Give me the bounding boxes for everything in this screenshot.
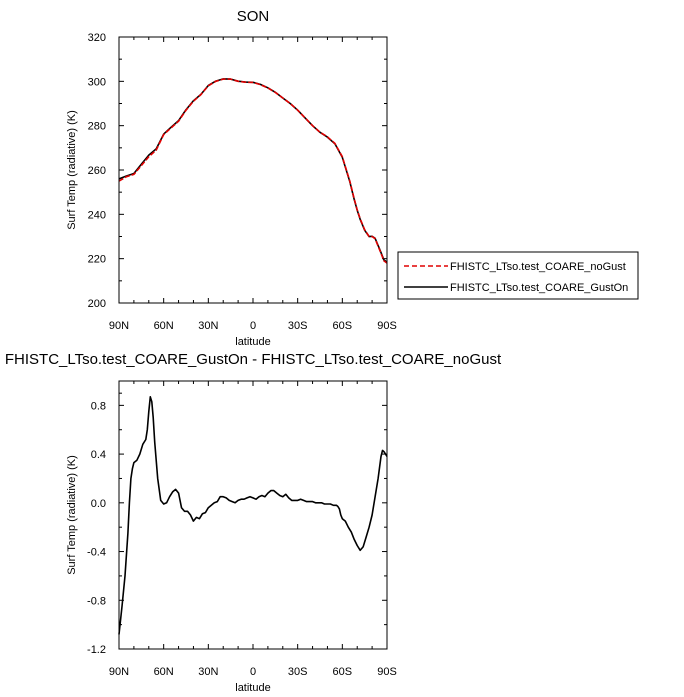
bottom-chart-plot-frame xyxy=(118,380,388,650)
top-chart-line-nogust xyxy=(118,78,388,264)
top-chart-y-tick-label: 320 xyxy=(88,32,106,44)
bottom-chart-y-tick-label: 0.0 xyxy=(91,498,106,510)
bottom-chart-x-tick-label: 60N xyxy=(154,666,174,678)
legend-label-guston: FHISTC_LTso.test_COARE_GustOn xyxy=(450,282,628,294)
bottom-chart-series xyxy=(118,395,388,635)
bottom-chart-x-tick-label: 0 xyxy=(250,666,256,678)
bottom-chart-x-tick-label: 90S xyxy=(377,666,397,678)
top-chart-x-tick-label: 90S xyxy=(377,320,397,332)
top-chart-x-tick-label: 90N xyxy=(109,320,129,332)
top-chart-title: SON xyxy=(237,8,270,25)
top-chart-y-tick-label: 280 xyxy=(88,121,106,133)
bottom-chart-title: FHISTC_LTso.test_COARE_GustOn - FHISTC_L… xyxy=(5,351,502,368)
bottom-chart-x-axis-label: latitude xyxy=(235,682,270,694)
legend: FHISTC_LTso.test_COARE_noGust FHISTC_LTs… xyxy=(397,251,639,300)
bottom-chart-line-guston xyxy=(118,395,388,635)
top-chart-y-tick-label: 300 xyxy=(88,76,106,88)
legend-box xyxy=(397,251,639,300)
bottom-chart-y-tick-label: -1.2 xyxy=(87,644,106,656)
bottom-chart-y-tick-label: -0.8 xyxy=(87,595,106,607)
bottom-chart-x-tick-label: 30N xyxy=(198,666,218,678)
bottom-chart-y-tick-label: 0.4 xyxy=(91,449,106,461)
top-chart-x-tick-label: 30N xyxy=(198,320,218,332)
top-chart-x-tick-label: 30S xyxy=(288,320,308,332)
bottom-chart-x-tick-label: 30S xyxy=(288,666,308,678)
top-chart-y-tick-label: 200 xyxy=(88,298,106,310)
legend-label-nogust: FHISTC_LTso.test_COARE_noGust xyxy=(450,261,626,273)
bottom-chart-x-tick-label: 60S xyxy=(333,666,353,678)
top-chart-x-tick-label: 0 xyxy=(250,320,256,332)
top-chart: SON Surf Temp (radiative) (K) latitude 9… xyxy=(66,8,397,348)
top-chart-x-tick-label: 60N xyxy=(154,320,174,332)
top-chart-y-axis-label: Surf Temp (radiative) (K) xyxy=(66,110,78,230)
bottom-chart-y-axis-label: Surf Temp (radiative) (K) xyxy=(66,455,78,575)
top-chart-x-tick-label: 60S xyxy=(333,320,353,332)
bottom-chart-x-tick-label: 90N xyxy=(109,666,129,678)
top-chart-y-tick-label: 260 xyxy=(88,165,106,177)
bottom-chart: FHISTC_LTso.test_COARE_GustOn - FHISTC_L… xyxy=(5,351,502,694)
top-chart-x-axis-label: latitude xyxy=(235,336,270,348)
top-chart-ticks: 90N 60N 30N 0 30S 60S 90S 200 220 240 260 280 300 320 xyxy=(88,32,397,332)
bottom-chart-y-tick-label: 0.8 xyxy=(91,400,106,412)
top-chart-y-tick-label: 240 xyxy=(88,209,106,221)
bottom-chart-y-tick-label: -0.4 xyxy=(87,547,106,559)
top-chart-plot-frame xyxy=(118,36,388,304)
top-chart-y-tick-label: 220 xyxy=(88,254,106,266)
top-chart-series xyxy=(118,78,388,264)
